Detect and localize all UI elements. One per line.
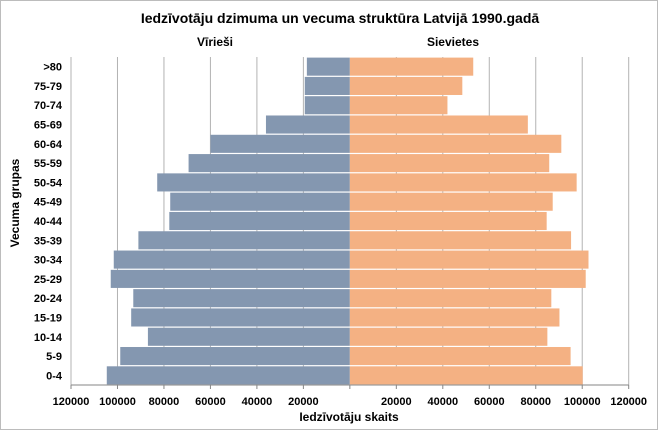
y-tick-label: 30-34 [34,255,63,267]
bar-women-10-14 [349,327,548,346]
bar-men-35-39 [138,231,350,250]
bar-women-5-9 [349,347,571,366]
bar-women-35-39 [349,231,572,250]
bar-men-75-79 [304,76,350,95]
bar-women-65-69 [349,115,528,134]
x-tick-label: 80000 [520,396,551,408]
x-tick-label: 40000 [428,396,459,408]
legend-women: Sievietes [427,35,479,49]
y-tick-label: 65-69 [34,120,62,132]
bar-women-50-54 [349,173,577,192]
y-tick-label: 50-54 [34,177,63,189]
x-tick-label: 20000 [288,396,319,408]
y-tick-label: 15-19 [34,312,62,324]
bar-men-10-14 [147,327,350,346]
y-axis-title: Vecuma grupas [8,158,22,247]
bar-men-65-69 [265,115,350,134]
bar-men-50-54 [157,173,350,192]
bar-women-15-19 [349,308,560,327]
y-tick-label: >80 [43,62,62,74]
y-tick-label: 75-79 [34,81,62,93]
bar-women-45-49 [349,192,553,211]
bar-men-0-4 [106,366,350,385]
bar-women->80 [349,57,474,76]
bar-men-30-34 [113,250,350,269]
y-tick-label: 20-24 [34,293,63,305]
y-tick-label: 5-9 [46,351,62,363]
y-tick-label: 35-39 [34,235,62,247]
bar-women-30-34 [349,250,589,269]
y-tick-label: 10-14 [34,332,63,344]
x-tick-label: 120000 [610,396,647,408]
y-tick-label: 25-29 [34,274,62,286]
bar-men-55-59 [188,154,350,173]
chart-title: Iedzīvotāju dzimuma un vecuma struktūra … [141,10,540,26]
bar-men-70-74 [304,96,350,115]
bar-men-5-9 [120,347,350,366]
bar-women-25-29 [349,269,586,288]
x-tick-label: 60000 [195,396,226,408]
bar-men-25-29 [110,269,350,288]
legend-men: Vīrieši [197,35,233,49]
bar-women-55-59 [349,154,550,173]
bar-women-75-79 [349,76,463,95]
y-tick-label: 55-59 [34,158,62,170]
x-tick-label: 60000 [474,396,505,408]
bar-men-15-19 [131,308,350,327]
x-tick-label: 120000 [53,396,90,408]
x-tick-label: 40000 [242,396,273,408]
x-tick-label: 100000 [99,396,136,408]
y-tick-label: 0-4 [46,370,63,382]
y-tick-label: 40-44 [34,216,63,228]
bar-men-60-64 [210,134,350,153]
bar-men-20-24 [133,289,350,308]
y-tick-label: 45-49 [34,197,62,209]
x-tick-label: 20000 [381,396,412,408]
x-tick-label: 80000 [149,396,180,408]
bar-women-0-4 [349,366,583,385]
x-tick-label: 100000 [564,396,601,408]
bar-women-40-44 [349,211,547,231]
y-tick-label: 70-74 [34,100,63,112]
y-tick-label: 60-64 [34,139,63,151]
bar-women-60-64 [349,134,562,153]
bar-men-45-49 [170,192,350,211]
bar-women-70-74 [349,96,448,115]
x-axis-title: Iedzīvotāju skaits [299,410,399,424]
bar-women-20-24 [349,289,552,308]
bar-men-40-44 [169,211,350,231]
bar-men->80 [306,57,350,76]
